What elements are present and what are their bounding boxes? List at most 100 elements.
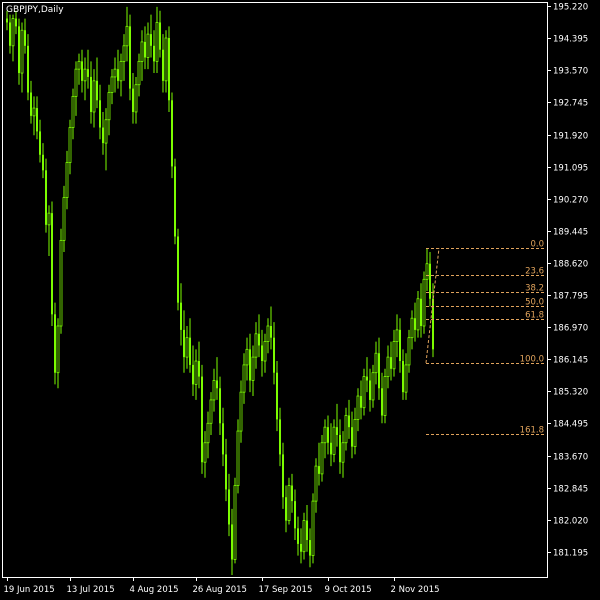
- candle-body-bear: [168, 38, 170, 101]
- candle: [339, 419, 341, 474]
- candle-body-bear: [330, 442, 332, 455]
- candle-body-bull: [251, 356, 255, 381]
- candle: [117, 49, 119, 89]
- y-tick-label: 193.570: [553, 67, 588, 77]
- candle-body-bear: [270, 325, 272, 338]
- candle-body-bear: [162, 49, 164, 81]
- candle: [222, 407, 224, 467]
- candle-body-bull: [74, 68, 78, 97]
- candle: [68, 119, 72, 175]
- candle-body-bear: [171, 100, 173, 167]
- candle: [83, 57, 87, 101]
- candle-body-bear: [420, 298, 422, 326]
- candle: [314, 458, 318, 513]
- x-tick-label: 13 Jul 2015: [67, 585, 115, 595]
- candle: [134, 76, 138, 124]
- candle: [198, 341, 200, 389]
- candle-body-bull: [59, 239, 63, 327]
- x-tick-label: 2 Nov 2015: [391, 585, 440, 595]
- candle: [422, 271, 426, 334]
- candle-body-bear: [132, 88, 134, 112]
- candle-body-bear: [402, 361, 404, 393]
- candle: [24, 18, 26, 54]
- candle-body-bull: [113, 68, 117, 78]
- candle: [189, 318, 191, 373]
- candle-body-bull: [119, 60, 123, 82]
- candle: [183, 310, 185, 373]
- candle-body-bull: [146, 33, 150, 58]
- candle: [32, 96, 36, 136]
- candle: [87, 49, 89, 89]
- candle: [282, 442, 284, 509]
- candle-body-bull: [356, 395, 360, 420]
- candle: [300, 528, 302, 564]
- candle: [155, 6, 159, 74]
- candle-body-bull: [254, 333, 258, 358]
- candle: [180, 283, 182, 346]
- candle: [366, 357, 368, 393]
- candle-body-bear: [300, 543, 302, 552]
- candle: [137, 53, 141, 97]
- candle: [399, 318, 401, 373]
- fib-level-label: 61.8: [525, 311, 544, 321]
- candle: [251, 345, 255, 397]
- candle-body-bear: [117, 69, 119, 81]
- candle-body-bear: [360, 396, 362, 408]
- fib-level: 100.0: [426, 355, 545, 365]
- candle-body-bull: [194, 360, 198, 385]
- y-tick-label: 188.620: [553, 260, 588, 270]
- candle-body-bear: [216, 380, 218, 389]
- candle: [62, 185, 66, 253]
- candle-body-bear: [282, 454, 284, 498]
- candle-body-bull: [56, 325, 60, 374]
- candle: [249, 333, 251, 393]
- candle: [153, 30, 155, 74]
- candle: [429, 252, 431, 307]
- candle-body-bull: [140, 41, 144, 62]
- candle: [344, 407, 348, 451]
- candle: [369, 368, 371, 412]
- candle: [201, 364, 203, 474]
- candle-body-bull: [206, 422, 210, 444]
- candle: [159, 10, 161, 58]
- candle: [225, 438, 227, 502]
- candle-body-bear: [336, 427, 338, 435]
- candle-body-bear: [279, 419, 281, 455]
- candle-body-bear: [159, 22, 161, 50]
- candle-body-bull: [68, 127, 72, 163]
- candle: [332, 419, 336, 463]
- candle-body-bear: [219, 388, 221, 424]
- candle-body-bull: [353, 418, 357, 448]
- candle: [395, 314, 399, 358]
- candle-body-bull: [362, 376, 366, 409]
- candle-body-bull: [371, 372, 375, 401]
- candle: [36, 96, 38, 140]
- candle-body-bull: [374, 352, 378, 374]
- candle-body-bull: [107, 92, 111, 121]
- candle-body-bear: [258, 333, 260, 346]
- candle-body-bull: [236, 430, 240, 486]
- candle-body-bear: [6, 18, 8, 23]
- candle: [15, 10, 17, 35]
- candle: [306, 505, 308, 552]
- candle-body-bear: [54, 314, 56, 373]
- candle: [266, 318, 270, 354]
- candle-body-bull: [233, 485, 237, 560]
- candle-body-bull: [422, 278, 426, 327]
- fib-level: 38.2: [426, 284, 545, 294]
- candle: [263, 333, 267, 373]
- candle: [39, 119, 41, 163]
- fibonacci-retracement[interactable]: 0.0 23.6 38.2 50.0 61.8 100.0 161.8: [425, 240, 545, 436]
- candle-body-bull: [65, 162, 69, 198]
- candle-body-bear: [201, 376, 203, 463]
- candle-body-bull: [110, 76, 114, 93]
- candle: [425, 248, 429, 291]
- candle-body-bear: [273, 337, 275, 373]
- candle-body-bull: [407, 337, 411, 366]
- candle: [236, 419, 240, 494]
- candle: [273, 322, 275, 385]
- time-axis: 19 Jun 2015 13 Jul 2015 4 Aug 2015 26 Aug 2…: [4, 577, 440, 595]
- candles-layer: [6, 6, 434, 576]
- candle: [99, 84, 101, 140]
